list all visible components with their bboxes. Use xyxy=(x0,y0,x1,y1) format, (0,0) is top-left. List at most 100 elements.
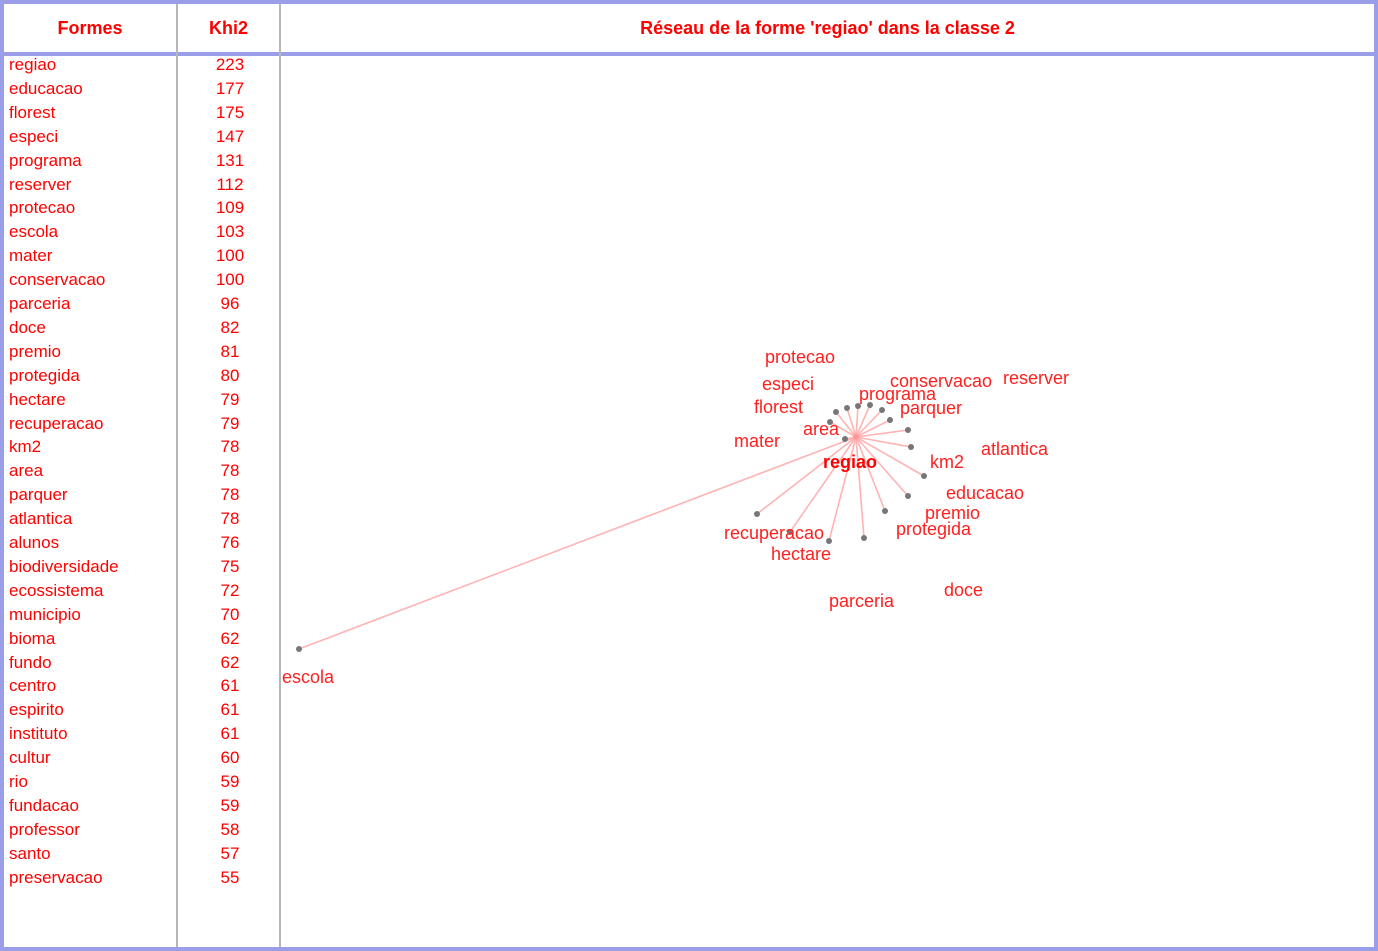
list-item-forme[interactable]: alunos xyxy=(9,533,60,552)
label-center-regiao[interactable]: regiao xyxy=(823,452,877,472)
column-header-formes[interactable]: Formes xyxy=(57,18,123,38)
column-header-khi2[interactable]: Khi2 xyxy=(208,18,248,38)
label-escola[interactable]: escola xyxy=(282,667,335,687)
node-3[interactable] xyxy=(855,403,861,409)
label-recuperacao[interactable]: recuperacao xyxy=(724,523,824,543)
list-item-forme[interactable]: regiao xyxy=(9,55,57,74)
node-2[interactable] xyxy=(844,405,850,411)
node-15[interactable] xyxy=(754,511,760,517)
list-item-forme[interactable]: protecao xyxy=(9,198,76,217)
list-item-forme[interactable]: programa xyxy=(9,151,82,170)
label-protegida[interactable]: protegida xyxy=(896,519,972,539)
list-item-khi2: 61 xyxy=(220,724,240,743)
edge-escola xyxy=(298,436,857,650)
edge-13 xyxy=(828,436,857,542)
network-labels: protecao especi florest programa conserv… xyxy=(282,347,1069,687)
label-doce[interactable]: doce xyxy=(944,580,983,600)
list-item-forme[interactable]: rio xyxy=(9,772,28,791)
list-item-forme[interactable]: centro xyxy=(9,676,57,695)
node-14[interactable] xyxy=(787,529,793,535)
edge-2 xyxy=(846,407,857,438)
node-13[interactable] xyxy=(826,538,832,544)
label-especi[interactable]: especi xyxy=(762,374,814,394)
edge-14 xyxy=(789,436,857,533)
list-item-forme[interactable]: educacao xyxy=(9,79,83,98)
node-11[interactable] xyxy=(882,508,888,514)
list-item-khi2: 177 xyxy=(215,79,245,98)
node-7[interactable] xyxy=(905,427,911,433)
label-educacao[interactable]: educacao xyxy=(946,483,1024,503)
list-item-forme[interactable]: atlantica xyxy=(9,509,73,528)
edge-9 xyxy=(855,436,925,477)
node-12[interactable] xyxy=(861,535,867,541)
list-item-forme[interactable]: professor xyxy=(9,820,80,839)
label-programa[interactable]: programa xyxy=(859,384,937,404)
list-item-forme[interactable]: bioma xyxy=(9,629,56,648)
list-item-forme[interactable]: fundo xyxy=(9,653,52,672)
list-item-forme[interactable]: santo xyxy=(9,844,51,863)
list-item-forme[interactable]: reserver xyxy=(9,175,72,194)
list-item-forme[interactable]: fundacao xyxy=(9,796,79,815)
list-item-forme[interactable]: recuperacao xyxy=(9,414,104,433)
list-item-khi2: 79 xyxy=(220,414,240,433)
list-item-forme[interactable]: preservacao xyxy=(9,868,103,887)
list-item-forme[interactable]: km2 xyxy=(9,437,42,456)
list-item-forme[interactable]: parceria xyxy=(9,294,71,313)
label-hectare[interactable]: hectare xyxy=(771,544,831,564)
label-area[interactable]: area xyxy=(803,419,840,439)
list-item-forme[interactable]: florest xyxy=(9,103,56,122)
list-item-forme[interactable]: ecossistema xyxy=(9,581,104,600)
list-item-forme[interactable]: instituto xyxy=(9,724,68,743)
list-item-forme[interactable]: escola xyxy=(9,222,59,241)
list-item-forme[interactable]: conservacao xyxy=(9,270,106,289)
list-item-forme[interactable]: hectare xyxy=(9,390,66,409)
label-parquer[interactable]: parquer xyxy=(900,398,962,418)
node-9[interactable] xyxy=(921,473,927,479)
list-item-khi2: 62 xyxy=(220,629,240,648)
list-item-forme[interactable]: parquer xyxy=(9,485,68,504)
label-parceria[interactable]: parceria xyxy=(829,591,895,611)
label-protecao[interactable]: protecao xyxy=(765,347,835,367)
label-reserver[interactable]: reserver xyxy=(1003,368,1069,388)
list-item-khi2: 55 xyxy=(220,868,240,887)
node-escola[interactable] xyxy=(296,646,302,652)
list-item-forme[interactable]: mater xyxy=(9,246,53,265)
list-item-khi2: 112 xyxy=(216,175,244,194)
node-4[interactable] xyxy=(867,402,873,408)
node-1[interactable] xyxy=(833,409,839,415)
list-item-forme[interactable]: premio xyxy=(9,342,61,361)
node-16[interactable] xyxy=(827,419,833,425)
node-center[interactable] xyxy=(853,434,859,440)
list-item-khi2: 78 xyxy=(220,461,240,480)
label-mater[interactable]: mater xyxy=(734,431,780,451)
label-premio[interactable]: premio xyxy=(925,503,980,523)
list-item-forme[interactable]: cultur xyxy=(9,748,51,767)
label-conservacao[interactable]: conservacao xyxy=(890,371,992,391)
list-item-khi2: 175 xyxy=(215,103,245,122)
node-8[interactable] xyxy=(908,444,914,450)
edge-5 xyxy=(855,409,883,438)
list-item-khi2: 61 xyxy=(220,700,240,719)
list-item-forme[interactable]: doce xyxy=(9,318,46,337)
label-km2[interactable]: km2 xyxy=(930,452,964,472)
header-row xyxy=(4,4,1374,56)
label-atlantica[interactable]: atlantica xyxy=(981,439,1049,459)
list-item-forme[interactable]: biodiversidade xyxy=(9,557,119,576)
list-item-khi2: 58 xyxy=(220,820,240,839)
list-item-forme[interactable]: area xyxy=(9,461,44,480)
node-17[interactable] xyxy=(842,436,848,442)
list-item-khi2: 100 xyxy=(215,246,245,265)
list-item-khi2: 75 xyxy=(220,557,240,576)
node-6[interactable] xyxy=(887,417,893,423)
node-10[interactable] xyxy=(905,493,911,499)
list-item-forme[interactable]: protegida xyxy=(9,366,80,385)
node-5[interactable] xyxy=(879,407,885,413)
list-item-forme[interactable]: especi xyxy=(9,127,59,146)
label-florest[interactable]: florest xyxy=(754,397,803,417)
list-item-khi2: 79 xyxy=(220,390,240,409)
list-item-khi2: 103 xyxy=(215,222,245,241)
list-item-forme[interactable]: espirito xyxy=(9,700,64,719)
list-item-khi2: 80 xyxy=(220,366,240,385)
list-item-khi2: 61 xyxy=(220,676,240,695)
list-item-forme[interactable]: municipio xyxy=(9,605,81,624)
